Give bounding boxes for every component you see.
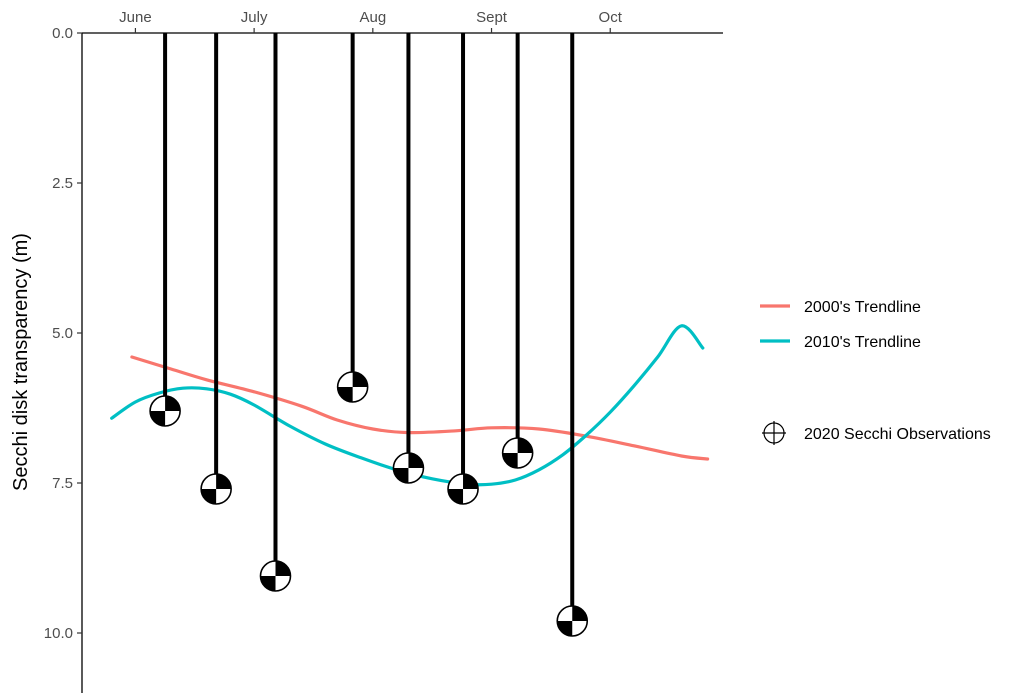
observation-disk (392, 452, 425, 484)
x-tick-label: Aug (359, 9, 386, 26)
observation-disk (556, 605, 589, 637)
y-axis-title: Secchi disk transparency (m) (10, 233, 32, 491)
y-tick-label: 7.5 (52, 475, 73, 492)
x-tick-label: Oct (599, 9, 623, 26)
observation-disk (447, 473, 479, 505)
y-tick-label: 5.0 (52, 325, 73, 342)
x-tick-label: June (119, 9, 152, 26)
observation-disk (259, 560, 292, 592)
y-axis-title-group: Secchi disk transparency (m) (10, 233, 32, 491)
axes: June July Aug Sept Oct 0.0 2.5 5.0 7.5 10.0 (44, 9, 723, 693)
observation-disk (200, 473, 232, 505)
legend-label: 2010's Trendline (804, 334, 921, 351)
observation-disk (501, 437, 534, 469)
legend-label: 2000's Trendline (804, 299, 921, 316)
y-tick-label: 10.0 (44, 625, 73, 642)
x-tick-label: July (241, 9, 268, 26)
legend: 2000's Trendline 2010's Trendline 2020 Sec… (760, 299, 991, 445)
observations-layer (149, 33, 589, 637)
legend-label: 2020 Secchi Observations (804, 426, 991, 443)
x-tick-label: Sept (476, 9, 508, 26)
series-line-2010s (110, 324, 705, 487)
observation-disk (149, 395, 181, 427)
legend-key-observation (762, 421, 786, 445)
series-line-2000s (130, 355, 710, 461)
y-tick-label: 0.0 (52, 25, 73, 42)
observation-disk (336, 371, 369, 403)
y-tick-label: 2.5 (52, 175, 73, 192)
